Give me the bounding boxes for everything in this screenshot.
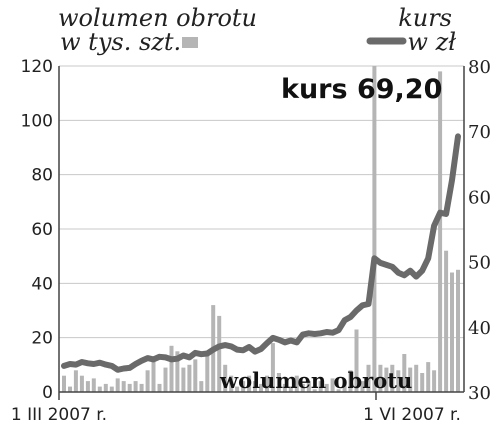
gridlines [59, 65, 464, 339]
volume-bar [68, 386, 72, 392]
volume-bar [330, 378, 335, 392]
volume-bar [438, 71, 443, 393]
left-tick-label: 60 [31, 220, 53, 240]
volume-bar [187, 364, 192, 392]
volume-bar [139, 383, 144, 392]
right-tick-label: 40 [468, 318, 491, 339]
volume-bar [115, 378, 120, 392]
volume-bar [97, 386, 102, 392]
volume-bar [318, 381, 323, 392]
volume-inner-label: wolumen obrotu [219, 368, 412, 393]
left-tick-label: 0 [42, 383, 53, 403]
left-tick-label: 100 [21, 111, 53, 131]
volume-bar [342, 383, 347, 392]
left-tick-label: 80 [31, 166, 53, 186]
volume-legend-line1: wolumen obrotu [58, 4, 257, 32]
volume-bar [145, 370, 150, 392]
volume-bar [133, 381, 138, 392]
volume-bar [348, 370, 353, 392]
volume-bar [354, 329, 359, 392]
right-tick-label: 30 [468, 383, 491, 404]
volume-bar [85, 381, 90, 392]
volume-bar [432, 370, 437, 392]
right-tick-label: 50 [468, 253, 491, 274]
price-annotation: kurs 69,20 [281, 74, 442, 105]
volume-bar [181, 367, 186, 392]
volume-bar [336, 389, 341, 392]
volume-bar [384, 367, 389, 392]
price-line [61, 133, 461, 373]
volume-bar [73, 370, 78, 392]
volume-bar [109, 386, 114, 392]
volume-bar [372, 66, 377, 392]
volume-bar [360, 381, 365, 392]
volume-bar [157, 383, 162, 392]
volume-bar [378, 364, 383, 392]
volume-bar [169, 345, 174, 392]
volume-bar [402, 354, 407, 392]
x-end-label: 1 VI 2007 r. [363, 405, 461, 425]
volume-bar [276, 373, 281, 392]
volume-bar [151, 359, 156, 392]
left-tick-label: 40 [31, 274, 53, 294]
volume-bar [223, 364, 228, 392]
volume-bar [265, 375, 269, 392]
price-legend-line2: w zł [407, 28, 456, 56]
volume-bar [294, 375, 299, 392]
volume-bar [408, 367, 413, 392]
volume-legend-line2: w tys. szt. [60, 28, 181, 56]
volume-bar [324, 383, 329, 392]
volume-bar [235, 386, 240, 392]
volume-bar [103, 383, 108, 392]
volume-bar [253, 381, 257, 392]
volume-bar [450, 272, 454, 392]
volume-bar [288, 386, 293, 392]
volume-bar [241, 381, 246, 392]
volume-bar [300, 383, 305, 392]
volume-bar [217, 315, 222, 392]
volume-bar [420, 373, 425, 392]
volume-bar [396, 370, 401, 392]
volume-bar [229, 375, 234, 392]
x-start-label: 1 III 2007 r. [11, 405, 107, 425]
left-tick-label: 20 [31, 329, 53, 349]
volume-bar [312, 389, 317, 392]
volume-bar [91, 378, 96, 392]
volume-bar [199, 381, 204, 392]
volume-bar [62, 375, 66, 392]
volume-bar [205, 354, 210, 392]
volume-bar [426, 362, 431, 392]
volume-bar [456, 269, 460, 393]
right-tick-label: 80 [468, 57, 491, 78]
volume-bar [282, 383, 287, 392]
left-tick-label: 120 [21, 57, 53, 77]
volume-bar [127, 383, 132, 392]
volume-bar [366, 364, 371, 392]
right-tick-label: 70 [468, 122, 491, 143]
volume-bar [247, 375, 252, 392]
volume-bar [390, 364, 395, 392]
volume-bar [193, 359, 198, 392]
volume-bar [414, 364, 419, 392]
volume-bar [79, 375, 84, 392]
volume-bar [259, 383, 263, 392]
volume-bar [121, 381, 126, 392]
left-axis-ticks: 0 20 40 60 80 100 120 [21, 57, 53, 403]
volume-bar [306, 381, 311, 392]
volume-bar [163, 367, 168, 392]
price-legend-line1: kurs [398, 4, 452, 32]
volume-bar [270, 343, 275, 392]
volume-bar [444, 250, 449, 392]
volume-bar [175, 351, 180, 393]
right-tick-label: 60 [468, 187, 491, 208]
right-axis-ticks: 30 40 50 60 70 80 [468, 57, 491, 404]
volume-legend-swatch [182, 37, 198, 48]
